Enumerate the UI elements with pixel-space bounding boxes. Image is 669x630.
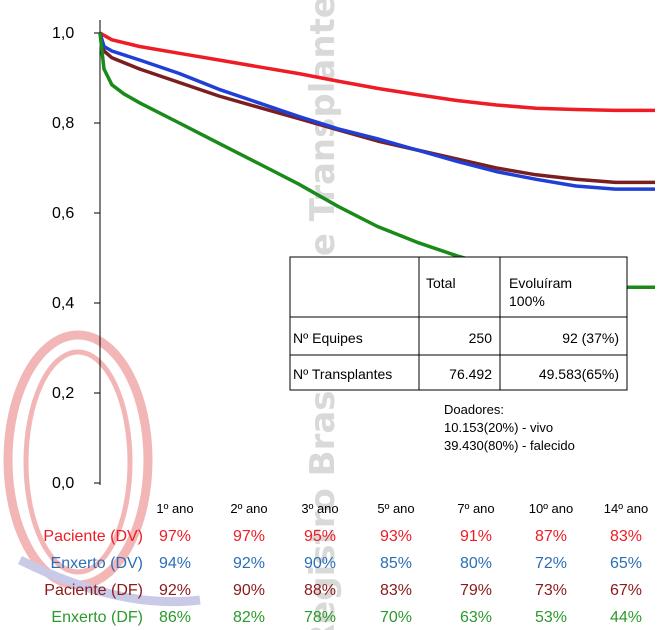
survival-value: 65% — [610, 555, 642, 572]
survival-value: 78% — [304, 609, 336, 626]
year-label: 5º ano — [377, 501, 414, 516]
y-axis-ticks: 0,0 0,2 0,4 0,6 0,8 1,0 — [52, 25, 100, 492]
watermark-ring-outer — [3, 330, 153, 590]
stats-row-label: Nº Equipes — [293, 330, 363, 346]
stats-header-evoluiram: Evoluíram — [509, 275, 572, 291]
year-label: 10º ano — [529, 501, 574, 516]
survival-value: 83% — [380, 582, 412, 599]
survival-value: 44% — [610, 609, 642, 626]
survival-value: 83% — [610, 528, 642, 545]
stats-row-total: 76.492 — [449, 366, 492, 382]
survival-row-label: Paciente (DV) — [43, 528, 143, 545]
survival-row-label: Enxerto (DV) — [51, 555, 143, 572]
stats-header-evoluiram-pct: 100% — [509, 293, 545, 309]
stats-table: Total Evoluíram 100% Nº Equipes 250 92 (… — [289, 256, 628, 391]
survival-value: 85% — [380, 555, 412, 572]
donors-line-falecido: 39.430(80%) - falecido — [444, 438, 575, 453]
survival-value: 97% — [159, 528, 191, 545]
survival-value: 91% — [460, 528, 492, 545]
survival-value: 72% — [535, 555, 567, 572]
series-line-0 — [99, 31, 655, 113]
year-label: 7º ano — [457, 501, 494, 516]
series-line-2 — [98, 32, 655, 191]
stats-row-label: Nº Transplantes — [293, 366, 392, 382]
y-tick-label: 0,2 — [52, 385, 74, 402]
survival-row-label: Paciente (DF) — [44, 582, 143, 599]
survival-value: 92% — [233, 555, 265, 572]
survival-row-label: Enxerto (DF) — [51, 609, 143, 626]
y-tick-label: 0,8 — [52, 115, 74, 132]
survival-value: 90% — [233, 582, 265, 599]
stats-row-evoluiram: 49.583(65%) — [539, 366, 619, 382]
survival-value: 86% — [159, 609, 191, 626]
survival-table: 1º ano 2º ano 3º ano 5º ano 7º ano 10º ano 14º… — [43, 501, 648, 626]
stats-header-total: Total — [426, 275, 456, 291]
year-label: 3º ano — [301, 501, 338, 516]
survival-value: 70% — [380, 609, 412, 626]
donors-line-vivo: 10.153(20%) - vivo — [444, 420, 553, 435]
y-tick-label: 0,0 — [52, 475, 74, 492]
series-lines — [98, 31, 655, 290]
donors-note: Doadores: 10.153(20%) - vivo 39.430(80%)… — [444, 402, 575, 453]
year-label: 2º ano — [230, 501, 267, 516]
survival-value: 82% — [233, 609, 265, 626]
survival-value: 80% — [460, 555, 492, 572]
survival-value: 63% — [460, 609, 492, 626]
y-tick-label: 0,4 — [52, 295, 74, 312]
survival-value: 79% — [460, 582, 492, 599]
watermark-ring-inner — [23, 349, 133, 575]
survival-value: 92% — [159, 582, 191, 599]
survival-value: 93% — [380, 528, 412, 545]
y-tick-label: 1,0 — [52, 25, 74, 42]
survival-value: 87% — [535, 528, 567, 545]
donors-title: Doadores: — [444, 402, 504, 417]
series-line-3 — [98, 32, 655, 290]
stats-row-evoluiram: 92 (37%) — [562, 330, 619, 346]
stats-table-frame — [289, 256, 628, 391]
survival-value: 97% — [233, 528, 265, 545]
survival-value: 88% — [304, 582, 336, 599]
year-label: 14º ano — [604, 501, 649, 516]
y-tick-label: 0,6 — [52, 205, 74, 222]
year-label: 1º ano — [156, 501, 193, 516]
survival-value: 90% — [304, 555, 336, 572]
stats-row-total: 250 — [469, 330, 493, 346]
watermark-swoosh — [17, 555, 201, 607]
survival-value: 94% — [159, 555, 191, 572]
survival-value: 73% — [535, 582, 567, 599]
survival-value: 67% — [610, 582, 642, 599]
survival-value: 95% — [304, 528, 336, 545]
survival-value: 53% — [535, 609, 567, 626]
